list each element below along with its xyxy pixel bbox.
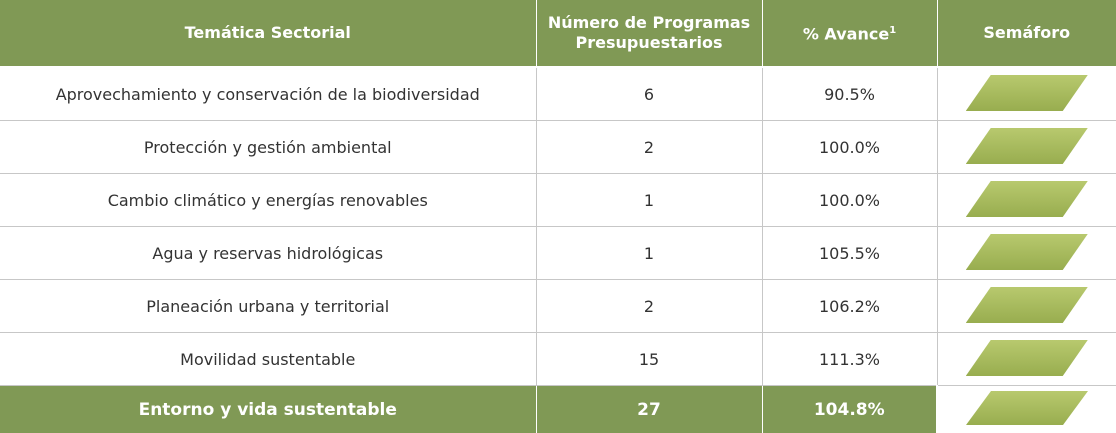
table-row: Planeación urbana y territorial 2 106.2% [0, 280, 1116, 333]
semaforo-green-indicator [966, 181, 1088, 217]
total-avance: 104.8% [762, 386, 937, 433]
semaforo-green-indicator [966, 391, 1088, 425]
total-semaforo [937, 386, 1116, 433]
total-tematica: Entorno y vida sustentable [0, 386, 536, 433]
header-tematica: Temática Sectorial [0, 0, 536, 67]
cell-tematica: Planeación urbana y territorial [0, 280, 536, 333]
cell-avance: 105.5% [762, 227, 937, 280]
cell-programas: 1 [536, 227, 762, 280]
semaforo-green-indicator [966, 75, 1088, 111]
cell-semaforo [937, 174, 1116, 227]
header-avance-footnote: 1 [889, 25, 896, 36]
cell-tematica: Protección y gestión ambiental [0, 121, 536, 174]
table-row: Agua y reservas hidrológicas 1 105.5% [0, 227, 1116, 280]
header-avance: % Avance1 [762, 0, 937, 67]
cell-programas: 15 [536, 333, 762, 386]
semaforo-green-indicator [966, 234, 1088, 270]
total-row: Entorno y vida sustentable 27 104.8% [0, 386, 1116, 433]
table-row: Movilidad sustentable 15 111.3% [0, 333, 1116, 386]
cell-avance: 111.3% [762, 333, 937, 386]
cell-semaforo [937, 333, 1116, 386]
header-avance-label: % Avance [803, 25, 889, 44]
cell-avance: 100.0% [762, 174, 937, 227]
cell-programas: 2 [536, 121, 762, 174]
cell-tematica: Aprovechamiento y conservación de la bio… [0, 67, 536, 121]
table-row: Protección y gestión ambiental 2 100.0% [0, 121, 1116, 174]
semaforo-green-indicator [966, 287, 1088, 323]
table-row: Aprovechamiento y conservación de la bio… [0, 67, 1116, 121]
cell-avance: 90.5% [762, 67, 937, 121]
cell-tematica: Cambio climático y energías renovables [0, 174, 536, 227]
cell-programas: 2 [536, 280, 762, 333]
cell-avance: 100.0% [762, 121, 937, 174]
cell-tematica: Agua y reservas hidrológicas [0, 227, 536, 280]
header-programas: Número de Programas Presupuestarios [536, 0, 762, 67]
table-row: Cambio climático y energías renovables 1… [0, 174, 1116, 227]
cell-programas: 1 [536, 174, 762, 227]
header-row: Temática Sectorial Número de Programas P… [0, 0, 1116, 67]
header-programas-line2: Presupuestarios [576, 33, 723, 52]
semaforo-green-indicator [966, 340, 1088, 376]
cell-programas: 6 [536, 67, 762, 121]
header-programas-line1: Número de Programas [548, 13, 750, 32]
cell-tematica: Movilidad sustentable [0, 333, 536, 386]
cell-semaforo [937, 227, 1116, 280]
cell-semaforo [937, 280, 1116, 333]
semaforo-green-indicator [966, 128, 1088, 164]
cell-avance: 106.2% [762, 280, 937, 333]
total-programas: 27 [536, 386, 762, 433]
header-semaforo: Semáforo [937, 0, 1116, 67]
cell-semaforo [937, 67, 1116, 121]
cell-semaforo [937, 121, 1116, 174]
